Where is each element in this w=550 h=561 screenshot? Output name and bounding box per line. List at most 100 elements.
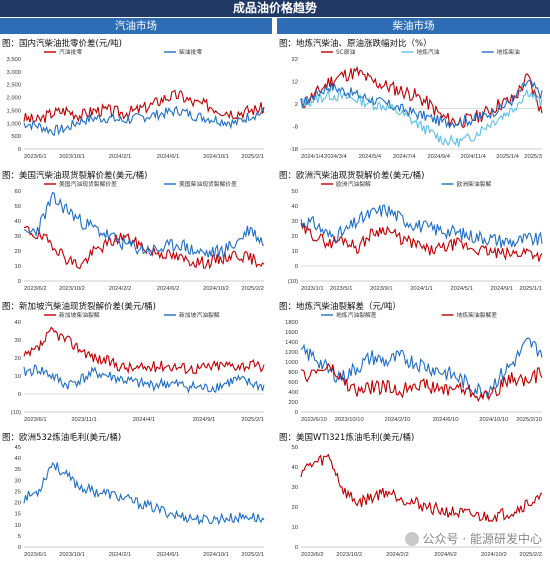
chart-svg: 0 200 400 600 800 1000 1200 1400 1600 1800 2023/6/… xyxy=(285,311,543,423)
x-tick-label: 2023/10/10 xyxy=(335,417,364,423)
legend-label: 欧洲汽油裂解 xyxy=(336,180,371,188)
x-tick-label: 2025/1/4 xyxy=(496,154,519,160)
y-tick-label: 45 xyxy=(15,445,21,451)
chart-title: 图：地炼汽柴油、原油涨跌幅对比（%） xyxy=(279,39,432,49)
series-line xyxy=(300,222,543,262)
x-tick-label: 2023/11/1 xyxy=(71,417,96,423)
y-tick-label: 50 xyxy=(292,445,298,451)
series-line xyxy=(300,204,543,249)
y-tick-label: 40 xyxy=(15,456,21,462)
y-tick-label: 1,500 xyxy=(6,108,21,114)
x-tick-label: 2024/2/1 xyxy=(109,552,132,558)
x-tick-label: 2023/6/1 xyxy=(24,154,47,160)
x-tick-label: 2025/2/1 xyxy=(241,552,264,558)
y-tick-label: 0 xyxy=(18,392,21,398)
legend-label: 地炼汽油裂解差 xyxy=(336,311,377,319)
y-tick-label: 35 xyxy=(15,467,21,473)
y-tick-label: 20 xyxy=(292,505,298,511)
y-tick-label: 60 xyxy=(15,189,21,195)
chart-svg: -18 -8 2 12 22 2024/1/4 2024/3/4 2024/5/4 2024/7… xyxy=(290,48,543,160)
x-tick-label: 2023/6/1 xyxy=(24,417,47,423)
y-tick-label: 40 xyxy=(15,219,21,225)
y-tick-label: 20 xyxy=(15,249,21,255)
y-tick-label: 400 xyxy=(288,390,298,396)
x-tick-label: 2025/3 xyxy=(524,154,542,160)
chart-svg: (10) 0 10 20 30 40 2023/6/1 2023/11/1 2024/4/1 20… xyxy=(11,311,265,423)
x-tick-label: 2023/10/2 xyxy=(336,552,362,558)
y-tick-label: 500 xyxy=(11,134,21,140)
x-tick-label: 2023/10/2 xyxy=(59,286,85,292)
y-tick-label: 2,500 xyxy=(6,83,21,89)
y-tick-label: 40 xyxy=(292,465,298,471)
x-tick-label: 2024/9/4 xyxy=(427,154,450,160)
y-tick-label: 1400 xyxy=(285,340,298,346)
y-tick-label: 20 xyxy=(15,356,21,362)
legend-label: SC原油 xyxy=(336,48,356,56)
y-tick-label: 3,000 xyxy=(6,70,21,76)
y-tick-label: 40 xyxy=(15,320,21,326)
chart-svg: 0 10 20 30 40 50 2023/6/2 2023/10/2 2024/2/2 2024… xyxy=(292,445,543,558)
y-tick-label: 0 xyxy=(18,279,21,285)
y-tick-label: 10 xyxy=(15,374,21,380)
chart-europe-532-margin: 图：欧洲532炼油毛利(美元/桶) 0 5 10 15 20 25 30 35 40 45 2023… xyxy=(0,431,272,561)
y-tick-label: 10 xyxy=(15,523,21,529)
y-tick-label: 1800 xyxy=(285,320,298,326)
y-tick-label: 1,000 xyxy=(6,121,21,127)
y-tick-label: 22 xyxy=(292,57,298,63)
x-tick-label: 2023/6/1 xyxy=(24,552,47,558)
series-line xyxy=(23,326,265,375)
y-tick-label: 20 xyxy=(292,234,298,240)
chart-title: 图：美国WTI321炼油毛利(美元/桶) xyxy=(279,433,415,443)
chart-local-refinery-price-change: 图：地炼汽柴油、原油涨跌幅对比（%） -18 -8 2 12 22 2024/1/4 202… xyxy=(277,37,550,163)
y-tick-label: 30 xyxy=(292,485,298,491)
y-tick-label: 10 xyxy=(15,264,21,270)
wechat-icon xyxy=(404,531,419,546)
chart-title: 图：欧洲汽柴油现货裂解价差(美元/桶) xyxy=(279,171,425,181)
y-tick-label: 1200 xyxy=(285,350,298,356)
y-tick-label: 25 xyxy=(15,489,21,495)
chart-us-crack-spread: 图：美国汽柴油现货裂解价差(美元/桶) 0 10 20 30 40 50 60 2023/6/… xyxy=(0,169,272,295)
y-tick-label: -8 xyxy=(293,125,298,131)
x-tick-label: 2023/5/1 xyxy=(330,286,353,292)
x-tick-label: 2024/1/4 xyxy=(301,154,324,160)
gasoline-section-header: 汽油市场 xyxy=(0,18,272,34)
y-tick-label: 20 xyxy=(15,501,21,507)
y-tick-label: 10 xyxy=(292,249,298,255)
x-tick-label: 2025/2/2 xyxy=(519,552,542,558)
y-tick-label: 40 xyxy=(292,204,298,210)
x-tick-label: 2024/6/1 xyxy=(157,552,180,558)
y-tick-label: 0 xyxy=(295,410,298,416)
y-tick-label: 800 xyxy=(288,370,298,376)
chart-title: 图：欧洲532炼油毛利(美元/桶) xyxy=(2,433,122,443)
x-tick-label: 2023/10/1 xyxy=(59,154,85,160)
watermark-text: 公众号 · 能源研发中心 xyxy=(422,532,542,546)
legend-label: 新加坡柴油裂解 xyxy=(59,311,100,319)
x-tick-label: 2025/1/1 xyxy=(519,286,542,292)
series-line xyxy=(23,461,265,526)
x-tick-label: 2024/10/2 xyxy=(481,552,507,558)
chart-gasoline-diesel-wholesale-retail-spread: 图：国内汽柴油批零价差(元/吨) 0 500 1,000 1,500 2,000 2,50… xyxy=(0,37,272,163)
y-tick-label: 12 xyxy=(292,80,298,86)
x-tick-label: 2024/5/1 xyxy=(450,286,473,292)
x-tick-label: 2024/2/2 xyxy=(109,286,132,292)
y-tick-label: 200 xyxy=(288,400,298,406)
y-tick-label: 2,000 xyxy=(6,96,21,102)
x-tick-label: 2024/6/2 xyxy=(157,286,180,292)
chart-title: 图：国内汽柴油批零价差(元/吨) xyxy=(2,39,122,49)
x-tick-label: 2023/10/1 xyxy=(59,552,85,558)
x-tick-label: 2023/6/2 xyxy=(301,552,324,558)
y-tick-label: 30 xyxy=(15,234,21,240)
series-line xyxy=(300,65,543,129)
y-tick-label: 3,500 xyxy=(6,57,21,63)
chart-singapore-crack-spread: 图：新加坡汽柴油现货裂解价差(美元/桶) (10) 0 10 20 30 40 2023/6… xyxy=(0,300,272,426)
x-tick-label: 2024/7/4 xyxy=(393,154,416,160)
y-tick-label: (10) xyxy=(288,279,298,285)
x-tick-label: 2024/1/1 xyxy=(410,286,433,292)
legend-label: 地炼柴油 xyxy=(497,48,520,56)
y-tick-label: 1600 xyxy=(285,330,298,336)
chart-title: 图：地炼汽柴油裂解差（元/吨） xyxy=(279,302,401,312)
y-tick-label: (10) xyxy=(11,410,21,416)
x-tick-label: 2024/10/10 xyxy=(479,417,508,423)
series-line xyxy=(300,337,543,401)
x-tick-label: 2023/9/1 xyxy=(370,286,393,292)
